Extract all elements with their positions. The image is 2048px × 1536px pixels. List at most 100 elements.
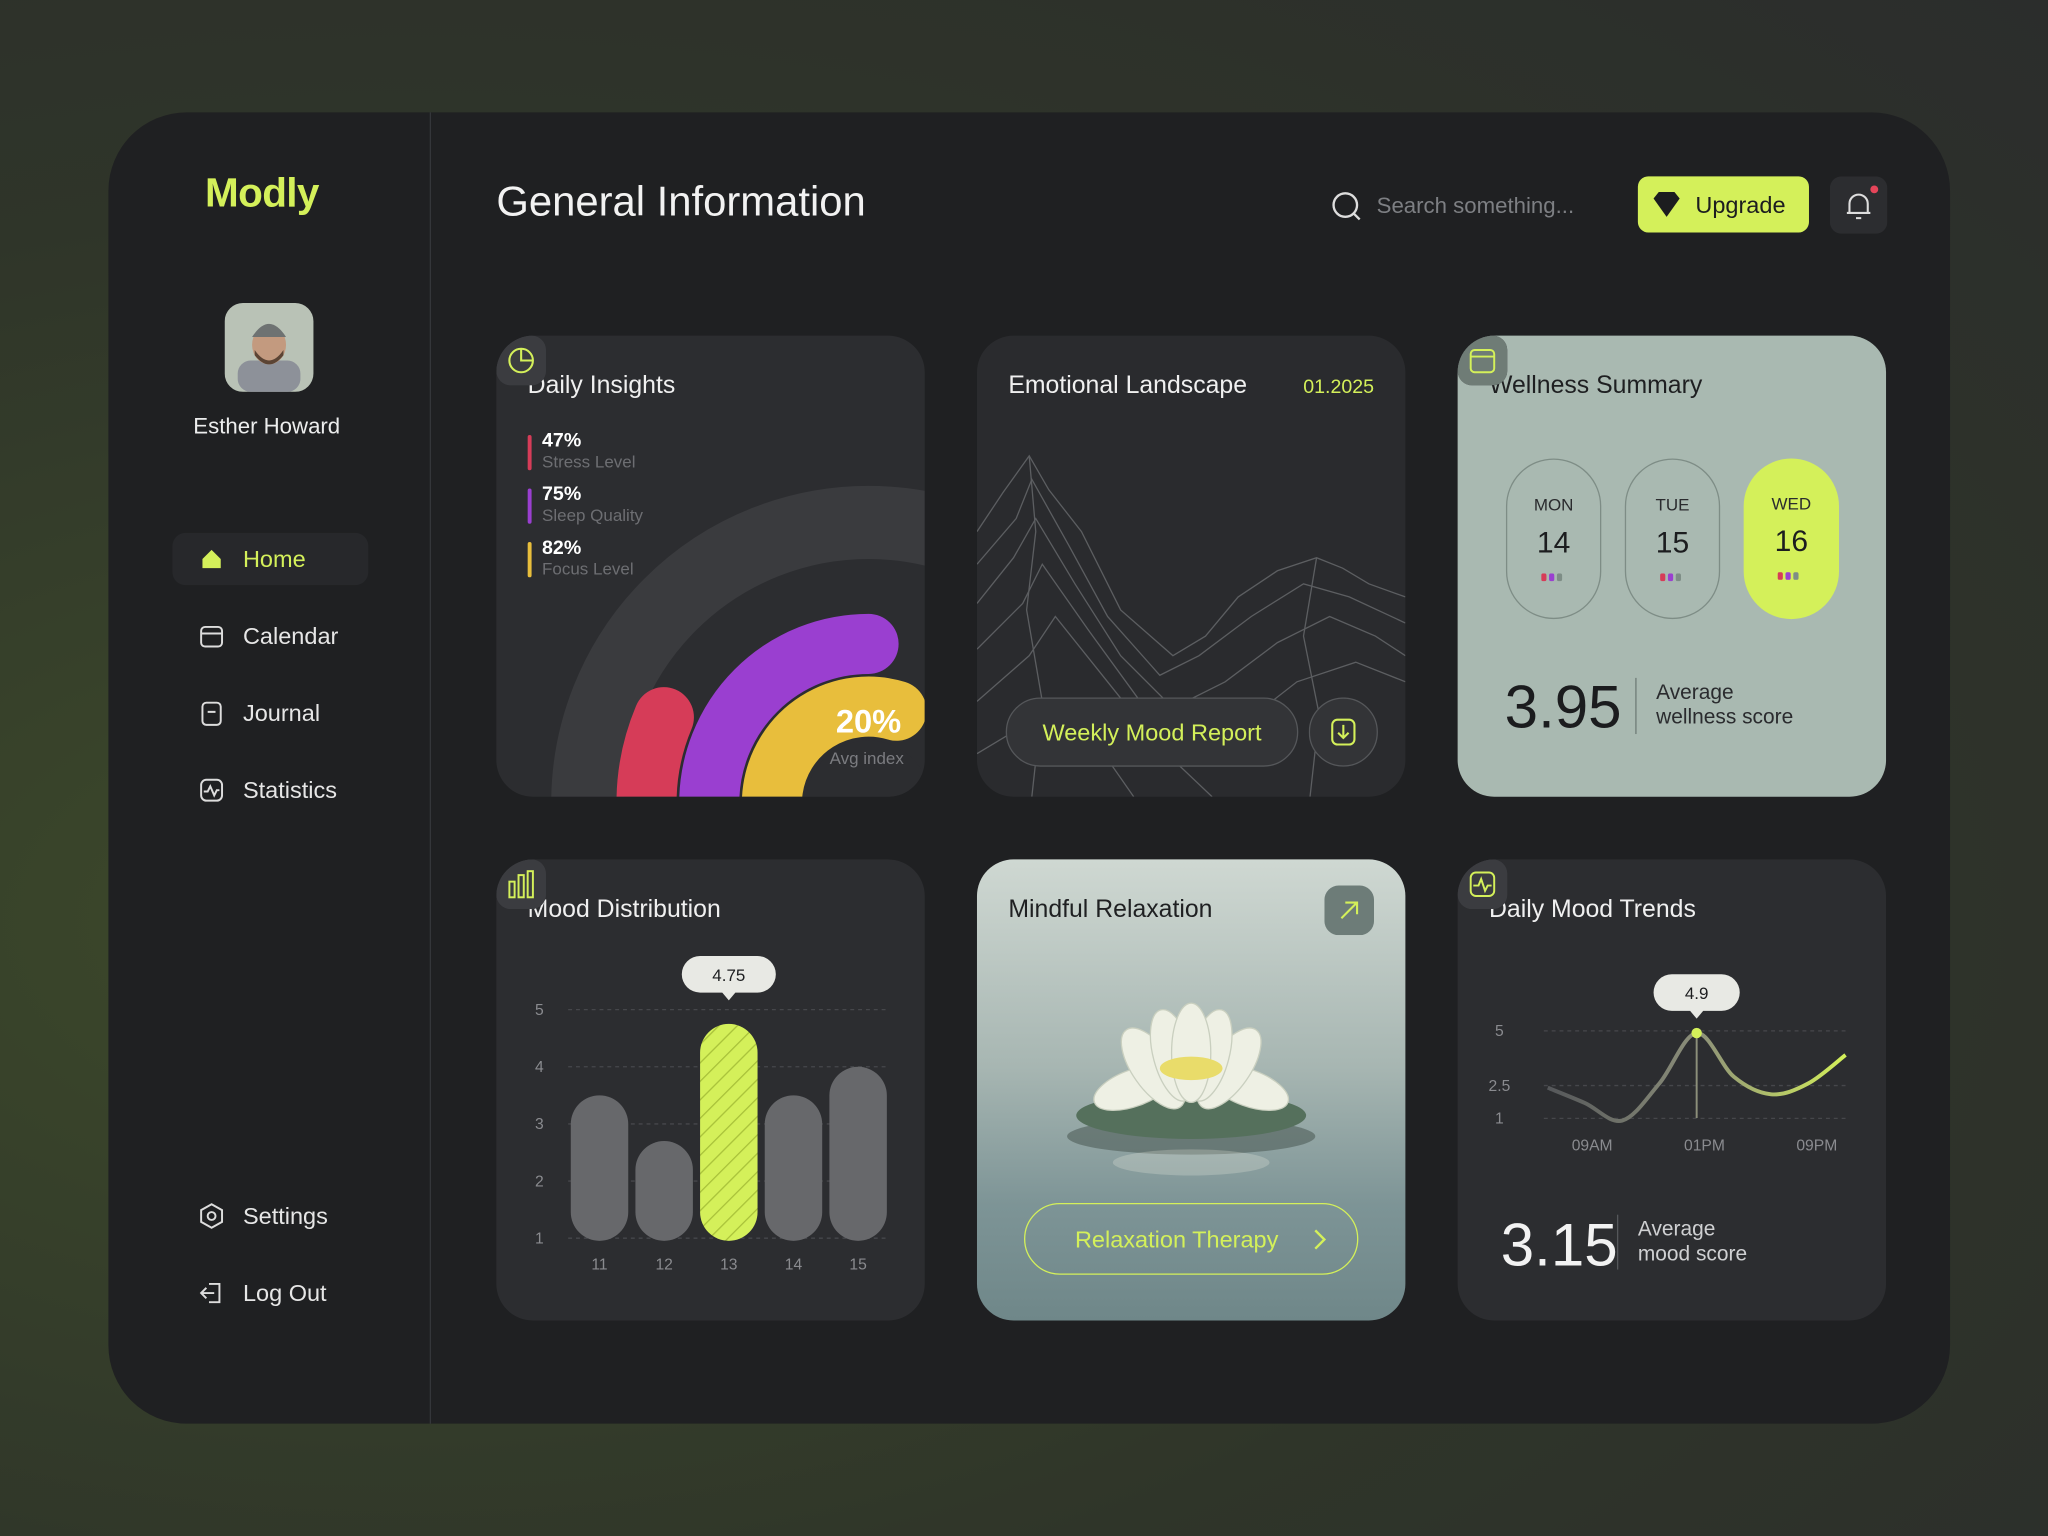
- therapy-label: Relaxation Therapy: [1074, 1226, 1279, 1253]
- day-dots: [1777, 572, 1799, 580]
- notification-button[interactable]: [1829, 176, 1888, 234]
- day-date: 14: [1536, 525, 1571, 560]
- nav-label: Log Out: [242, 1279, 327, 1307]
- bar: [700, 1023, 758, 1241]
- sidebar-divider: [429, 112, 432, 1424]
- nav-item[interactable]: Log Out: [172, 1267, 368, 1319]
- card-icon[interactable]: [1457, 859, 1508, 910]
- score-divider: [1616, 1214, 1619, 1270]
- card-icon[interactable]: [496, 859, 546, 910]
- day-name: TUE: [1655, 495, 1690, 515]
- nav-label: Journal: [242, 700, 321, 727]
- mood-score: 3.15: [1500, 1210, 1618, 1279]
- day-name: WED: [1771, 493, 1812, 514]
- y-tick-label: 3: [535, 1116, 544, 1133]
- card-title: Mood Distribution: [527, 895, 721, 924]
- bar: [635, 1141, 693, 1241]
- nav-icon: [200, 1203, 224, 1229]
- download-button[interactable]: [1308, 697, 1378, 767]
- wellness-score: 3.95: [1504, 672, 1622, 741]
- avg-caption: Avg index: [829, 748, 904, 768]
- daily-insights-card: Daily Insights 20% Avg index 47% Stress L…: [496, 335, 925, 797]
- report-label: Weekly Mood Report: [1042, 719, 1262, 746]
- nav-item[interactable]: Statistics: [172, 764, 368, 816]
- day-pill[interactable]: TUE 15: [1624, 458, 1721, 620]
- day-date: 16: [1774, 523, 1809, 558]
- metric-value: 82%: [542, 536, 582, 560]
- nav-item[interactable]: Calendar: [172, 610, 368, 662]
- x-tick-label: 15: [849, 1257, 867, 1274]
- metric-bar: [527, 542, 532, 578]
- nav-icon: [199, 1282, 221, 1304]
- search-icon: [1332, 192, 1361, 221]
- day-date: 15: [1655, 525, 1690, 560]
- metric-name: Stress Level: [542, 451, 636, 472]
- nav-label: Settings: [242, 1202, 328, 1230]
- x-tick-label: 09AM: [1572, 1138, 1613, 1155]
- bar: [570, 1095, 629, 1241]
- insights-rings: [551, 485, 925, 797]
- x-tick-label: 14: [785, 1257, 803, 1274]
- avatar[interactable]: [224, 303, 314, 392]
- day-pill[interactable]: MON 14: [1505, 458, 1602, 620]
- nav-item[interactable]: Journal: [172, 687, 368, 739]
- day-name: MON: [1533, 495, 1574, 515]
- score-caption: Average wellness score: [1656, 681, 1794, 729]
- metric-bar: [527, 488, 532, 524]
- tooltip: [1653, 974, 1740, 1019]
- emotional-landscape-card: Emotional Landscape 01.2025 Weekly Mood …: [976, 335, 1406, 797]
- wellness-summary-card: Wellness Summary 3.95 Average wellness s…: [1457, 335, 1887, 797]
- upgrade-label: Upgrade: [1695, 191, 1786, 219]
- y-tick-label: 2.5: [1489, 1078, 1511, 1095]
- ring-core: [806, 740, 925, 797]
- mood-distribution-card: 1 2 3 4 5 11 12 13 4.75 14 15 Mood Distribution: [496, 859, 925, 1321]
- ring-track: [551, 485, 925, 797]
- metric-name: Sleep Quality: [542, 505, 644, 526]
- tooltip-value: 4.75: [712, 966, 745, 985]
- nav-item[interactable]: Settings: [172, 1190, 368, 1242]
- metric-value: 47%: [542, 429, 582, 452]
- bar: [764, 1095, 823, 1241]
- score-caption: Average mood score: [1637, 1218, 1748, 1266]
- x-tick-label: 12: [655, 1257, 672, 1274]
- ring-arc: [679, 613, 899, 797]
- day-dots: [1541, 573, 1563, 582]
- bar: [829, 1066, 887, 1241]
- metric-name: Focus Level: [542, 559, 634, 579]
- x-tick-label: 09PM: [1796, 1138, 1837, 1155]
- upgrade-button[interactable]: Upgrade: [1637, 176, 1809, 233]
- day-pill[interactable]: WED 16: [1743, 458, 1840, 620]
- search-input[interactable]: Search something...: [1376, 193, 1575, 219]
- report-button[interactable]: Weekly Mood Report: [1005, 697, 1299, 767]
- nav-icon: [200, 625, 224, 648]
- nav-icon: [202, 549, 221, 569]
- daily-mood-trends-card: 1 2.5 5 09AM 01PM 09PM 4.9 Daily Mood Trends 3…: [1457, 859, 1887, 1321]
- mindful-relaxation-card: Mindful Relaxation Relaxation Therapy: [976, 859, 1406, 1321]
- y-tick-label: 5: [535, 1002, 544, 1019]
- nav-icon: [200, 778, 224, 802]
- card-title: Mindful Relaxation: [1008, 895, 1213, 924]
- nav-icon: [201, 701, 222, 726]
- nav-label: Calendar: [242, 623, 339, 650]
- metric-value: 75%: [542, 483, 582, 506]
- calendar-button[interactable]: [1457, 335, 1508, 386]
- ring-arc: [742, 676, 925, 797]
- lotus-image: [1067, 1002, 1316, 1176]
- card-icon[interactable]: [496, 335, 546, 386]
- day-dots: [1660, 573, 1681, 582]
- nav-item[interactable]: Home: [172, 532, 369, 586]
- card-title: Emotional Landscape: [1008, 372, 1248, 400]
- card-title: Daily Mood Trends: [1488, 895, 1696, 924]
- open-button[interactable]: [1324, 885, 1375, 936]
- card-date: 01.2025: [1303, 376, 1375, 399]
- metric-bar: [527, 434, 532, 471]
- nav-label: Statistics: [242, 777, 338, 804]
- tooltip-value: 4.9: [1685, 984, 1709, 1003]
- brand-logo[interactable]: Modly: [205, 169, 319, 216]
- tooltip: [681, 955, 776, 1001]
- card-title: Wellness Summary: [1488, 372, 1703, 400]
- therapy-button[interactable]: Relaxation Therapy: [1023, 1202, 1359, 1275]
